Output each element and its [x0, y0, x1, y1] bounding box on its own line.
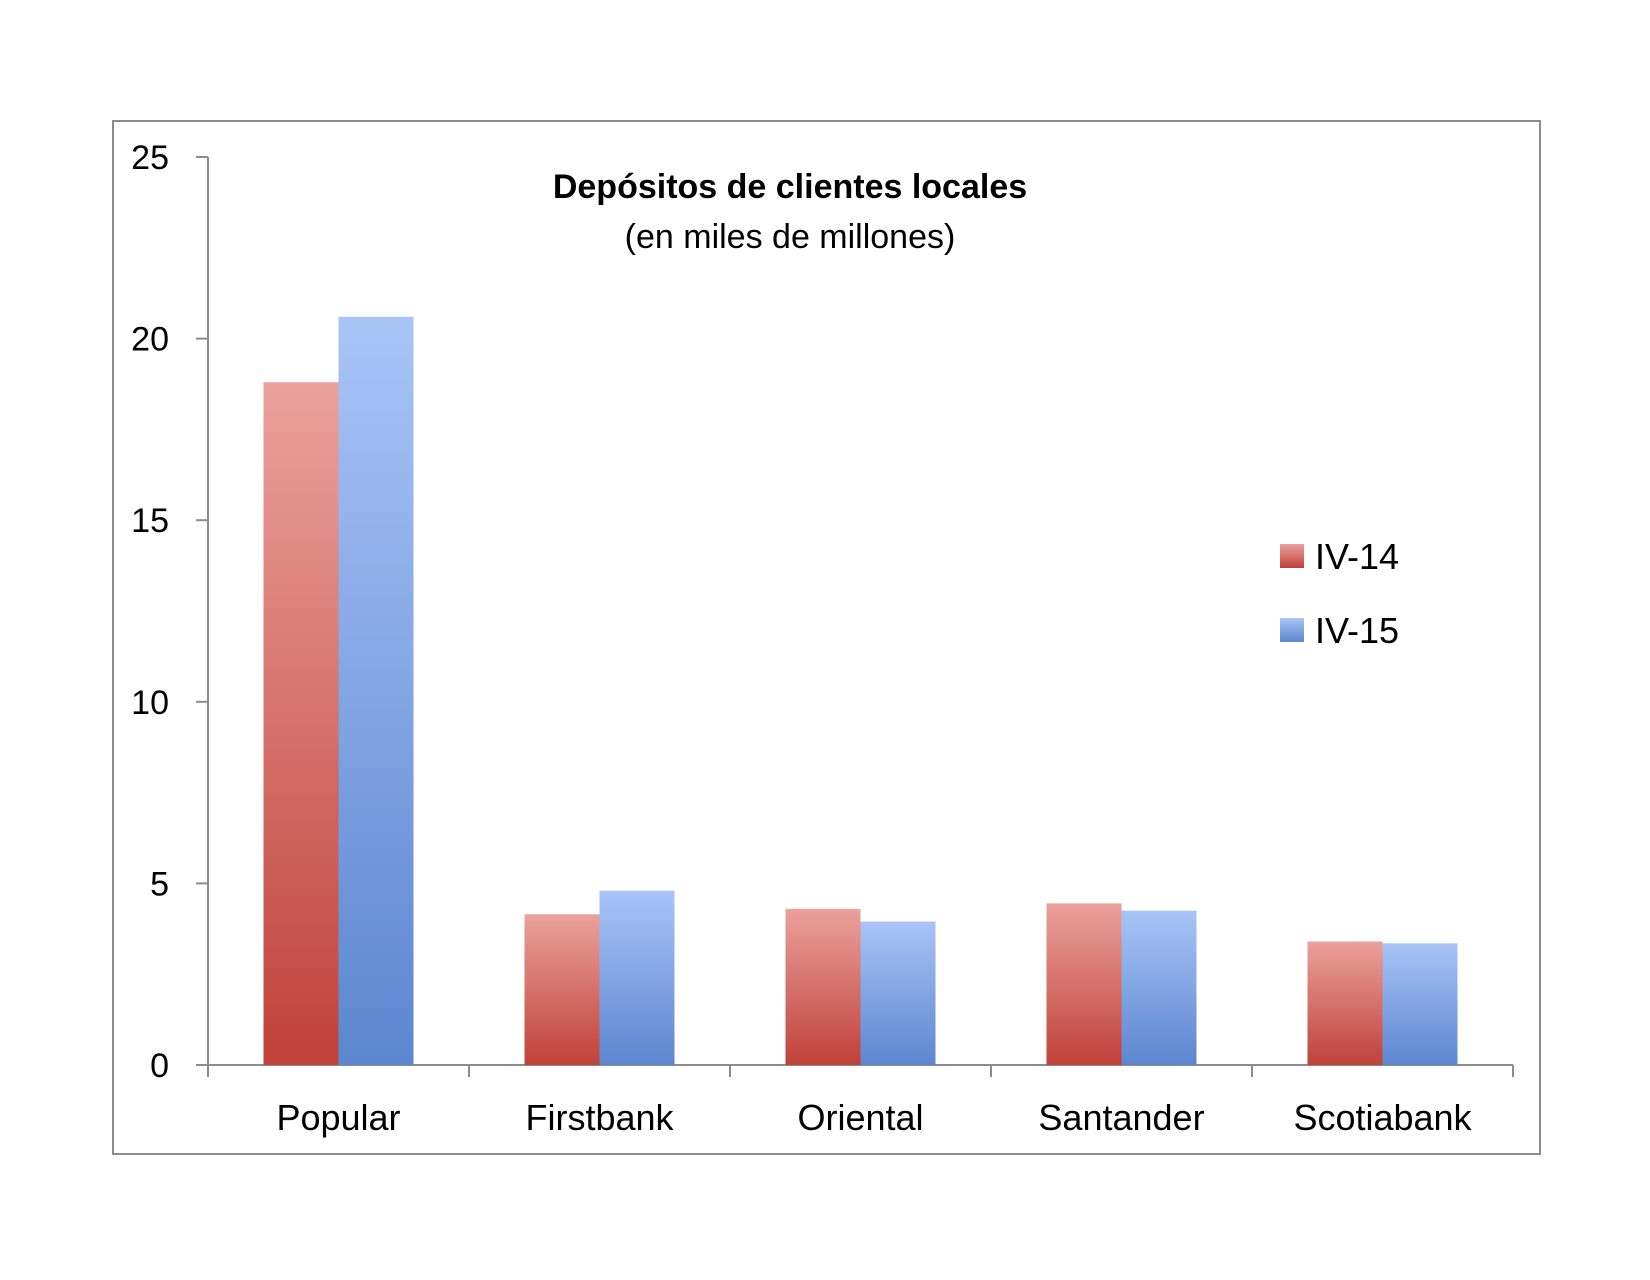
y-tick-label: 10: [131, 684, 169, 722]
y-tick-label: 5: [150, 865, 169, 903]
bar-iv-15-scotiabank: [1382, 943, 1458, 1065]
bar-iv-14-scotiabank: [1307, 941, 1383, 1065]
legend-swatch: [1280, 618, 1304, 642]
legend: IV-14 IV-15: [1280, 536, 1399, 651]
x-tick-label: Popular: [276, 1097, 400, 1138]
chart-title: Depósitos de clientes locales: [553, 168, 1027, 206]
bar-iv-14-firstbank: [524, 914, 600, 1065]
bar-iv-15-oriental: [860, 921, 936, 1065]
bar-iv-14-santander: [1046, 903, 1122, 1065]
bar-iv-15-santander: [1121, 910, 1197, 1065]
x-tick-label: Santander: [1038, 1097, 1204, 1138]
legend-label: IV-15: [1315, 610, 1399, 651]
x-tick-label: Firstbank: [525, 1097, 674, 1138]
y-tick-label: 15: [131, 502, 169, 540]
x-tick-label: Scotiabank: [1293, 1097, 1472, 1138]
bar-iv-15-firstbank: [599, 890, 675, 1065]
x-tick-label: Oriental: [797, 1097, 923, 1138]
bar-iv-14-oriental: [785, 908, 861, 1065]
bar-iv-15-popular: [338, 316, 414, 1066]
bar-iv-14-popular: [263, 382, 339, 1066]
y-tick-label: 0: [150, 1047, 169, 1085]
y-tick-label: 20: [131, 321, 169, 359]
legend-swatch: [1280, 544, 1304, 568]
chart-subtitle: (en miles de millones): [625, 218, 956, 256]
axes: 0 5 10 15 20 25 Popular Firstbank Oriental Santan…: [131, 139, 1514, 1138]
bars: [263, 316, 1458, 1066]
y-tick-label: 25: [131, 139, 169, 177]
legend-label: IV-14: [1315, 536, 1399, 577]
